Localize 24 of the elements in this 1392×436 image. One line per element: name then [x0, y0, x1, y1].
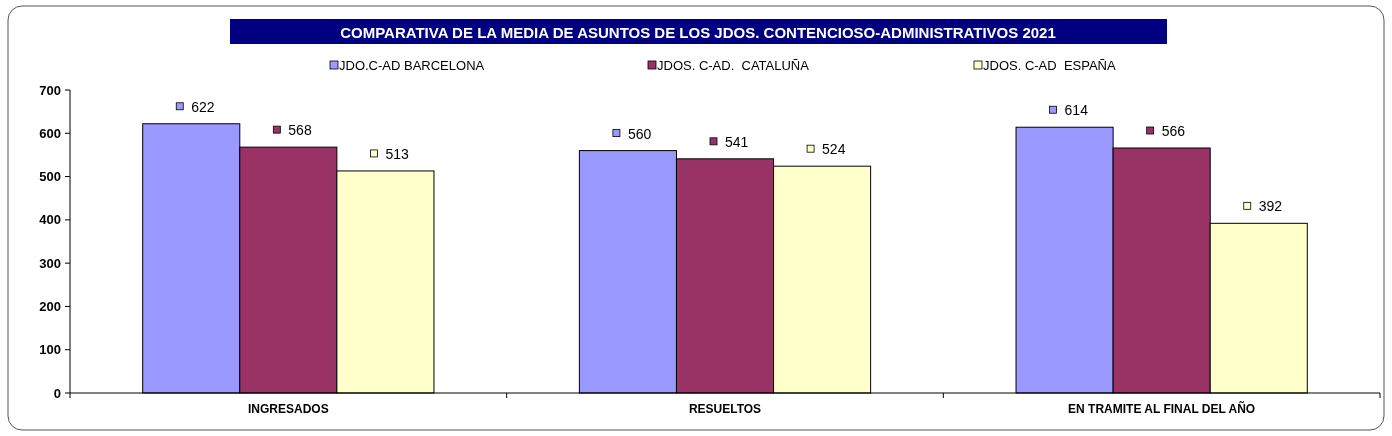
- data-label: 566: [1161, 123, 1186, 139]
- data-label: 524: [822, 141, 846, 158]
- legend-label: JDO.C-AD BARCELONA: [339, 57, 485, 73]
- data-label: 392: [1258, 198, 1283, 215]
- y-tick-label: 100: [39, 342, 61, 358]
- data-label: 560: [627, 125, 652, 142]
- data-label: 568: [288, 122, 312, 139]
- y-tick-label: 200: [39, 298, 61, 314]
- x-tick-label: INGRESADOS: [247, 402, 329, 416]
- y-tick-label: 300: [39, 255, 61, 271]
- legend-label: JDOS. C-AD. CATALUÑA: [657, 57, 810, 73]
- chart-title: COMPARATIVA DE LA MEDIA DE ASUNTOS DE LOS JDOS. CONTENCIOSO-ADMINISTRATIVOS 2021: [340, 23, 1056, 41]
- y-tick-label: 0: [53, 385, 61, 401]
- y-tick-label: 600: [39, 125, 61, 141]
- data-label: 541: [725, 133, 749, 150]
- x-tick-label: RESUELTOS: [688, 402, 762, 416]
- data-label: 622: [191, 98, 215, 115]
- legend-label: JDOS. C-AD ESPAÑA: [983, 57, 1116, 73]
- data-label: 614: [1064, 102, 1089, 119]
- y-tick-label: 700: [39, 82, 61, 98]
- x-tick-label: EN TRAMITE AL FINAL DEL AÑO: [1068, 401, 1256, 416]
- y-tick-label: 400: [39, 212, 61, 228]
- data-label: 513: [385, 145, 409, 162]
- y-tick-label: 500: [39, 169, 61, 185]
